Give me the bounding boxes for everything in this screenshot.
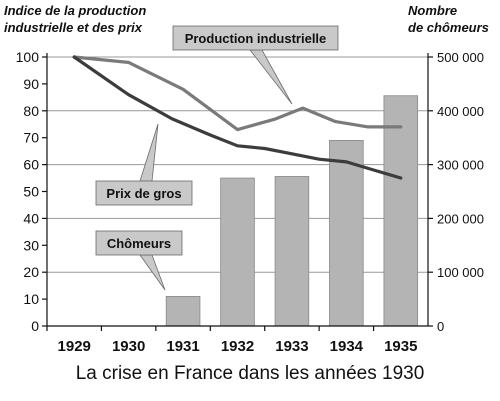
bar-1933 [274,176,310,327]
right-tick-label: 100 000 [437,265,484,280]
left-tick-label: 30 [23,237,39,253]
bar-1932 [220,177,255,327]
axes-group: 0 10 20 30 40 50 60 70 80 90 100 0 100 000 200 000 300… [16,49,484,355]
x-tick-label: 1933 [275,338,308,355]
x-tick-label: 1934 [330,338,364,355]
callout-label: Prix de gros [106,186,181,201]
x-tick-label: 1929 [58,338,91,355]
left-tick-label: 60 [23,157,39,173]
callout-pointer [139,123,159,182]
left-tick-label: 20 [23,264,39,280]
x-tick-label: 1931 [166,338,199,355]
left-axis-title-line1: Indice de la production [4,3,146,18]
left-tick-label: 0 [31,318,39,334]
callout-label: Chômeurs [107,236,171,251]
bar-1934 [329,139,364,327]
callout-label: Production industrielle [185,31,327,46]
series-line-production [72,55,403,132]
bars-group [165,95,419,327]
grid-lines [47,56,428,273]
left-axis-title-line2: industrielle et des prix [4,20,143,35]
right-tick-label: 300 000 [437,158,484,173]
left-tick-label: 100 [16,49,40,65]
series-line-prix [72,55,403,180]
left-tick-label: 10 [23,291,39,307]
callouts-group: Production industrielle Prix de gros Chôme… [95,25,339,291]
left-tick-label: 90 [23,76,39,92]
bar-1931 [165,296,201,327]
left-tick-label: 50 [23,184,39,200]
lines-group [72,55,403,180]
bar-1935 [383,95,419,327]
left-tick-label: 40 [23,210,39,226]
callout-box [95,230,183,256]
chart-svg: 0 10 20 30 40 50 60 70 80 90 100 0 100 000 200 000 300… [4,3,489,355]
callout-box [172,25,339,51]
x-tick-label: 1930 [112,338,145,355]
chart-caption: La crise en France dans les années 1930 [75,363,425,384]
right-tick-label: 500 000 [437,50,484,65]
x-tick-label: 1932 [221,338,254,355]
callout-pointer [249,49,293,105]
x-tick-label: 1935 [384,338,417,355]
right-axis-title-line1: Nombre [408,3,457,18]
left-tick-label: 80 [23,103,39,119]
callout-box [95,180,193,206]
right-tick-label: 400 000 [437,104,484,119]
left-tick-label: 70 [23,130,39,146]
right-tick-label: 0 [437,319,444,334]
right-axis-title-line2: de chômeurs [408,20,489,35]
right-tick-label: 200 000 [437,211,484,226]
